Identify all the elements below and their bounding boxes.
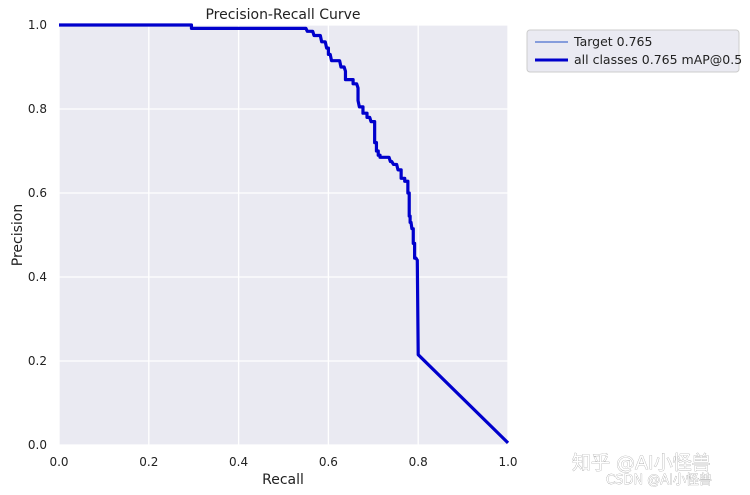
chart-title: Precision-Recall Curve bbox=[205, 7, 360, 23]
legend-label-all-classes: all classes 0.765 mAP@0.5 bbox=[574, 52, 742, 67]
x-tick-label: 0.4 bbox=[229, 455, 248, 469]
x-tick-label: 0.0 bbox=[49, 455, 68, 469]
x-tick-label: 0.8 bbox=[409, 455, 428, 469]
y-tick-labels: 0.0 0.2 0.4 0.6 0.8 1.0 bbox=[28, 18, 47, 452]
legend-label-target: Target 0.765 bbox=[573, 34, 652, 49]
x-axis-label: Recall bbox=[262, 472, 304, 488]
legend-box bbox=[526, 29, 740, 73]
series-layer bbox=[59, 23, 510, 445]
series-line-all-classes bbox=[59, 23, 510, 445]
watermark-sub: CSDN @AI小怪兽 bbox=[606, 473, 712, 488]
y-tick-label: 0.8 bbox=[28, 102, 47, 116]
y-tick-label: 0.2 bbox=[28, 354, 47, 368]
plot-background bbox=[59, 25, 508, 445]
x-tick-label: 0.6 bbox=[319, 455, 338, 469]
y-axis-label: Precision bbox=[10, 204, 26, 266]
y-tick-label: 0.4 bbox=[28, 270, 47, 284]
x-tick-labels: 0.0 0.2 0.4 0.6 0.8 1.0 bbox=[49, 455, 517, 469]
y-tick-label: 1.0 bbox=[28, 18, 47, 32]
x-tick-label: 1.0 bbox=[498, 455, 517, 469]
x-tick-label: 0.2 bbox=[139, 455, 158, 469]
y-tick-label: 0.0 bbox=[28, 438, 47, 452]
y-tick-label: 0.6 bbox=[28, 186, 47, 200]
watermark: 知乎 @AI小怪兽 CSDN @AI小怪兽 bbox=[572, 452, 712, 489]
legend: Target 0.765 all classes 0.765 mAP@0.5 bbox=[526, 29, 742, 73]
watermark-main: 知乎 @AI小怪兽 bbox=[572, 452, 711, 474]
